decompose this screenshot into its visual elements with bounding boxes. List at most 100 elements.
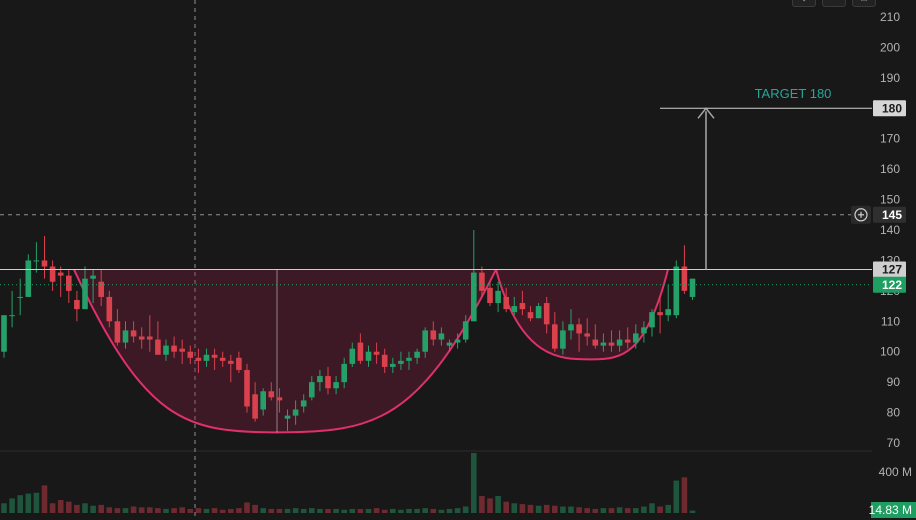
volume-bar — [511, 503, 518, 513]
volume-bar — [349, 508, 356, 513]
candle — [130, 321, 137, 343]
candle — [649, 309, 655, 337]
candle — [1, 315, 7, 358]
price-tick-label: 140 — [880, 223, 900, 237]
candle-body — [600, 342, 607, 346]
price-tick-label: 90 — [887, 375, 901, 389]
candle — [624, 327, 631, 349]
volume-bar — [357, 508, 364, 513]
volume-bar — [430, 508, 437, 513]
volume-bar — [17, 495, 23, 513]
candle — [633, 324, 639, 349]
candle — [390, 357, 396, 374]
current-volume-label: 14.83 M — [869, 502, 916, 518]
candle — [543, 296, 550, 334]
candle — [341, 357, 347, 389]
down-arrow-icon[interactable]: ↓ — [792, 0, 816, 7]
candle-body — [17, 296, 23, 298]
candle — [33, 242, 40, 273]
candle — [325, 366, 331, 395]
volume-bar — [454, 508, 461, 513]
candle-body — [608, 342, 615, 346]
volume-bar — [673, 480, 680, 513]
crosshair-price-label: 145 — [873, 206, 906, 223]
current-volume-text: 14.83 M — [869, 503, 912, 517]
candle-body — [195, 357, 202, 361]
volume-bar — [292, 508, 299, 513]
candle-body — [33, 260, 40, 262]
close-icon[interactable]: × — [822, 0, 846, 7]
candle-body — [284, 415, 291, 419]
add-alert-button[interactable] — [851, 205, 871, 224]
volume-bar — [284, 508, 291, 513]
candle-body — [592, 339, 599, 346]
candle — [309, 376, 315, 401]
volume-bar — [236, 508, 242, 513]
volume-bar — [398, 509, 404, 513]
candle — [147, 315, 153, 352]
candle-body — [66, 275, 72, 291]
volume-bar — [560, 506, 566, 513]
price-axis: 7080901001101201301401501601701801902002… — [851, 10, 916, 518]
candle — [438, 327, 445, 346]
volume-bar — [657, 506, 663, 513]
volume-bar — [373, 508, 380, 513]
candle — [657, 296, 663, 334]
candle — [195, 348, 202, 374]
volume-bar — [633, 508, 639, 513]
candle — [106, 290, 113, 328]
volume-bar — [114, 508, 121, 513]
volume-bar — [462, 506, 469, 513]
volume-bar — [90, 505, 96, 513]
price-tick-label: 70 — [887, 436, 901, 450]
candle-body — [309, 382, 315, 398]
volume-bar — [187, 508, 194, 513]
candle-body — [535, 306, 542, 319]
volume-bar — [665, 504, 671, 513]
candle-body — [90, 275, 96, 279]
volume-bar — [179, 507, 185, 513]
candle — [519, 290, 526, 316]
price-tick-label: 100 — [880, 345, 900, 359]
volume-bar — [74, 504, 80, 513]
candle-body — [357, 342, 364, 361]
candle — [163, 339, 169, 361]
candlesticks — [1, 230, 696, 431]
volume-bar — [600, 508, 607, 513]
volume-bar — [535, 505, 542, 513]
volume-bar — [592, 508, 599, 513]
candle — [25, 254, 32, 297]
candle-body — [665, 309, 671, 316]
candle — [454, 333, 461, 349]
candle — [511, 296, 518, 316]
candle — [260, 388, 266, 416]
candle — [317, 369, 323, 392]
candle-body — [641, 327, 647, 334]
candle — [665, 284, 671, 322]
candle-body — [446, 342, 453, 346]
target-price-label-bg — [873, 100, 906, 117]
price-tick-label: 80 — [887, 406, 901, 420]
candle — [268, 382, 275, 401]
candle-body — [300, 400, 307, 407]
candle-body — [503, 296, 509, 310]
volume-bar — [203, 508, 210, 513]
candle-body — [25, 260, 32, 297]
volume-bar — [98, 504, 104, 513]
candle — [552, 312, 558, 352]
candle-body — [163, 345, 169, 355]
volume-bar — [228, 508, 234, 513]
candle-body — [462, 321, 469, 340]
candle-body — [219, 357, 226, 361]
candle-body — [568, 324, 574, 331]
maximize-icon[interactable]: □ — [852, 0, 876, 7]
candle-body — [228, 360, 234, 364]
candle — [49, 260, 56, 291]
candle — [689, 278, 696, 300]
candle — [462, 315, 469, 343]
price-tick-label: 190 — [880, 71, 900, 85]
volume-bar — [25, 493, 32, 513]
volume-bar — [381, 509, 388, 513]
volume-bar — [568, 506, 574, 513]
